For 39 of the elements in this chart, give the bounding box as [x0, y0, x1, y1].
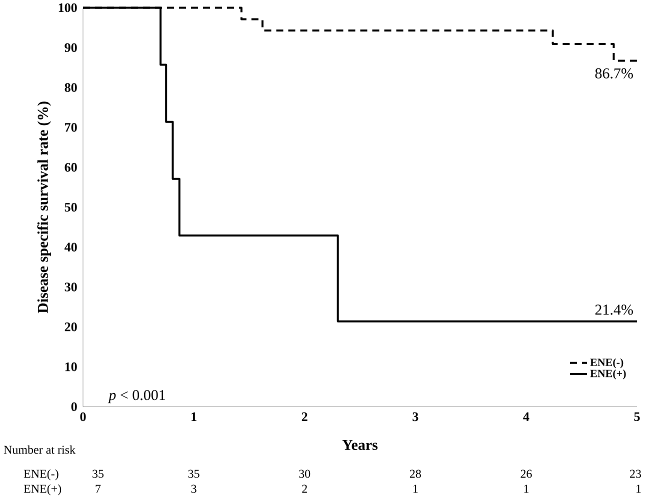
x-tick-label: 1: [192, 412, 196, 422]
annotation: 86.7%: [595, 68, 633, 79]
text: 35: [92, 470, 104, 478]
annotation: 21.4%: [595, 304, 633, 315]
text: ENE(+): [24, 484, 62, 496]
legend-label: ENE(+): [590, 370, 626, 380]
y-axis-title: Disease specific survival rate (%): [37, 102, 51, 314]
text: 1: [413, 484, 418, 493]
x-tick-label: 3: [412, 412, 418, 422]
y-tick-label: 70: [65, 123, 77, 132]
annotation: p < 0.001: [108, 390, 166, 404]
x-axis-title: Years: [342, 440, 378, 450]
y-tick-label: 100: [58, 3, 77, 12]
y-tick-label: 50: [64, 202, 77, 212]
text: 26: [520, 470, 532, 478]
y-tick-label: 20: [64, 322, 77, 332]
text: 2: [302, 484, 307, 493]
text: 23: [630, 470, 641, 478]
x-tick-label: 5: [634, 412, 640, 422]
text: 7: [96, 484, 101, 493]
text: Number at risk: [4, 446, 76, 454]
text: 3: [191, 484, 196, 493]
text: ENE(-): [24, 470, 58, 480]
y-tick-label: 90: [64, 43, 77, 52]
text: 1: [636, 484, 641, 493]
y-tick-label: 10: [65, 362, 77, 372]
y-tick-label: 40: [64, 242, 77, 252]
text: 30: [299, 470, 310, 478]
text: 1: [524, 484, 528, 493]
legend-label: ENE(-): [590, 358, 624, 368]
y-tick-label: 80: [64, 83, 77, 92]
x-tick-label: 4: [523, 412, 530, 422]
y-tick-label: 60: [64, 163, 77, 172]
x-tick-label: 2: [302, 412, 308, 422]
x-tick-label: 0: [80, 412, 86, 422]
y-tick-label: 30: [64, 282, 77, 292]
y-tick-label: 0: [71, 402, 77, 412]
text: 28: [410, 470, 421, 478]
text: 35: [188, 470, 200, 478]
